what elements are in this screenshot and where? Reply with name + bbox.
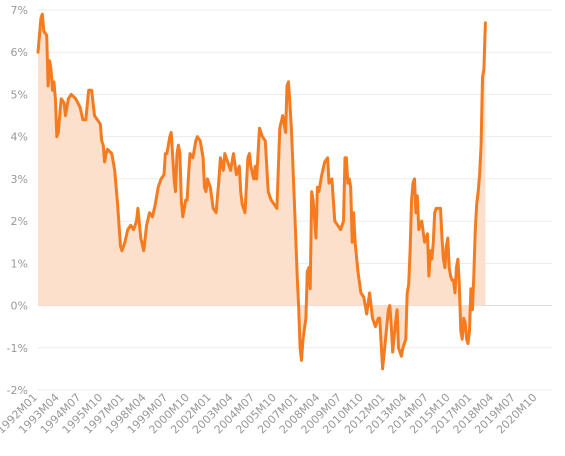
y-tick-label: -2% <box>7 384 28 397</box>
y-tick-label: 5% <box>11 88 28 101</box>
y-axis-tick-labels: -2% -1% 0% 1% 2% 3% 4% 5% 6% 7% <box>7 4 28 397</box>
series-line <box>36 12 487 371</box>
y-tick-label: 2% <box>11 215 28 228</box>
y-tick-label: 1% <box>11 257 28 270</box>
y-tick-label: -1% <box>7 342 28 355</box>
y-tick-label: 7% <box>11 4 28 17</box>
y-tick-label: 3% <box>11 173 28 186</box>
series-area-fill <box>38 14 486 369</box>
y-tick-label: 6% <box>11 46 28 59</box>
y-tick-label: 4% <box>11 131 28 144</box>
x-axis-tick-labels: 1992M011993M041994M071995M101997M011998M… <box>0 391 540 437</box>
y-tick-label: 0% <box>11 300 28 313</box>
